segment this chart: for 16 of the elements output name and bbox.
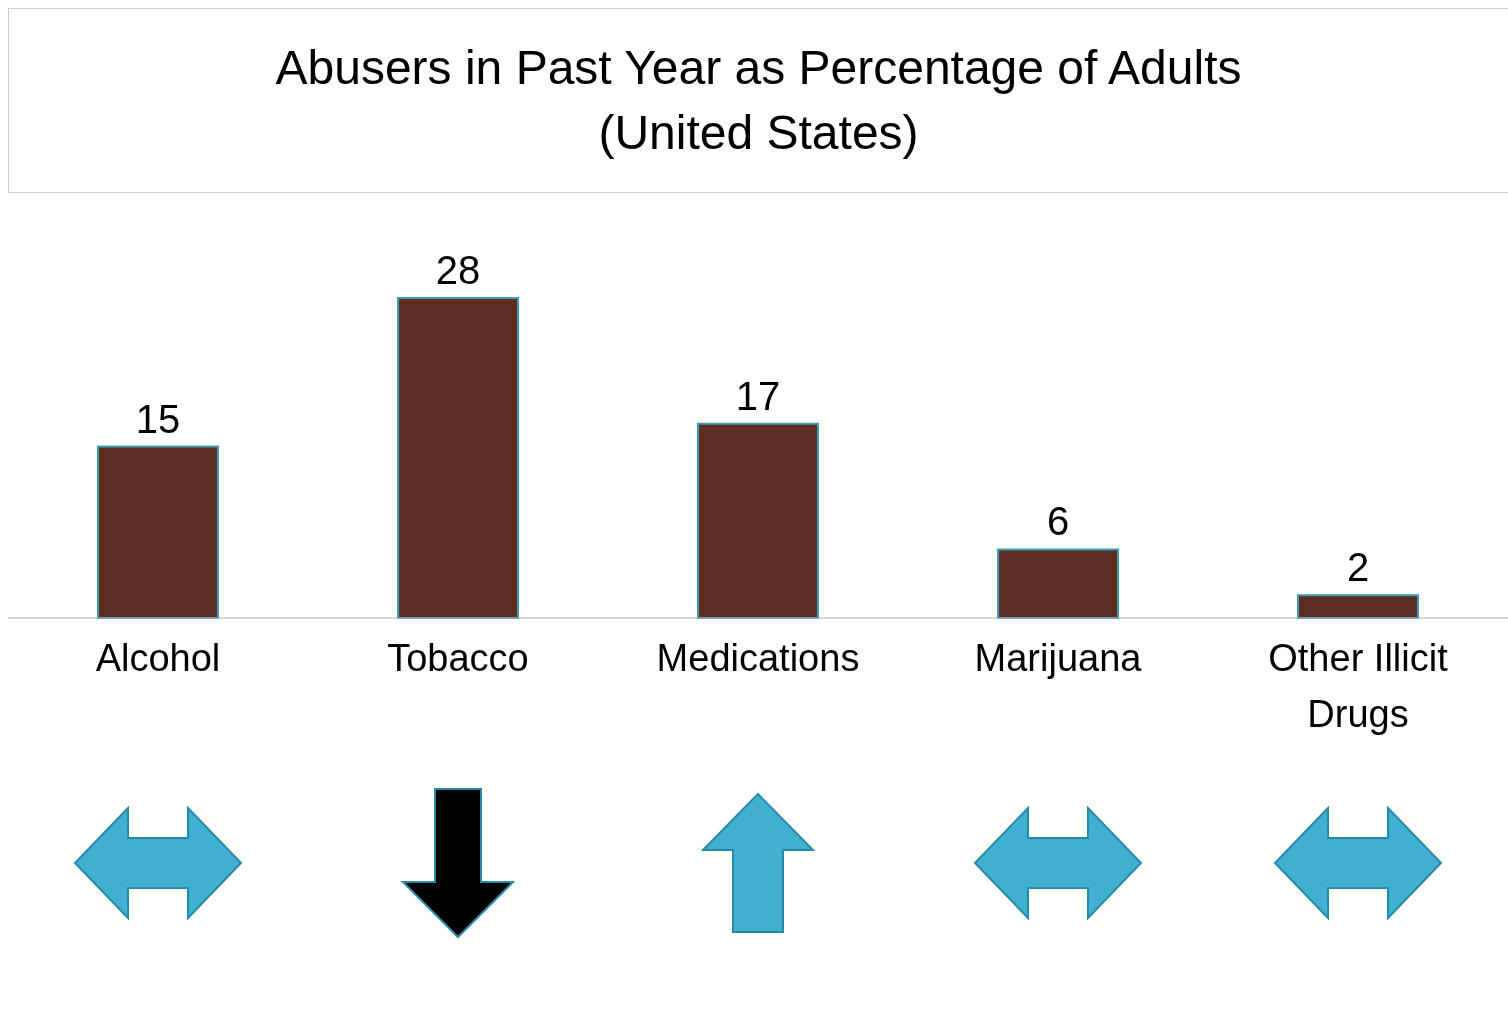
data-label: 6 (1046, 499, 1070, 544)
x-tick-label: Marijuana (974, 637, 1143, 679)
data-label: 17 (735, 373, 781, 418)
x-tick-label: Alcohol (95, 637, 221, 679)
data-label: 2 (1346, 545, 1370, 590)
bar (697, 422, 819, 619)
chart-title: Abusers in Past Year as Percentage of Adults (United States) (8, 8, 1508, 193)
x-tick-label: Tobacco (387, 637, 529, 679)
x-tick-label: Medications (656, 637, 860, 679)
data-label: 15 (135, 396, 181, 441)
bar (997, 548, 1119, 619)
bar (1297, 594, 1419, 619)
bar (397, 297, 519, 619)
x-tick-label: Other Illicit Drugs (1268, 637, 1449, 735)
bar (97, 445, 219, 619)
data-label: 28 (435, 248, 481, 292)
